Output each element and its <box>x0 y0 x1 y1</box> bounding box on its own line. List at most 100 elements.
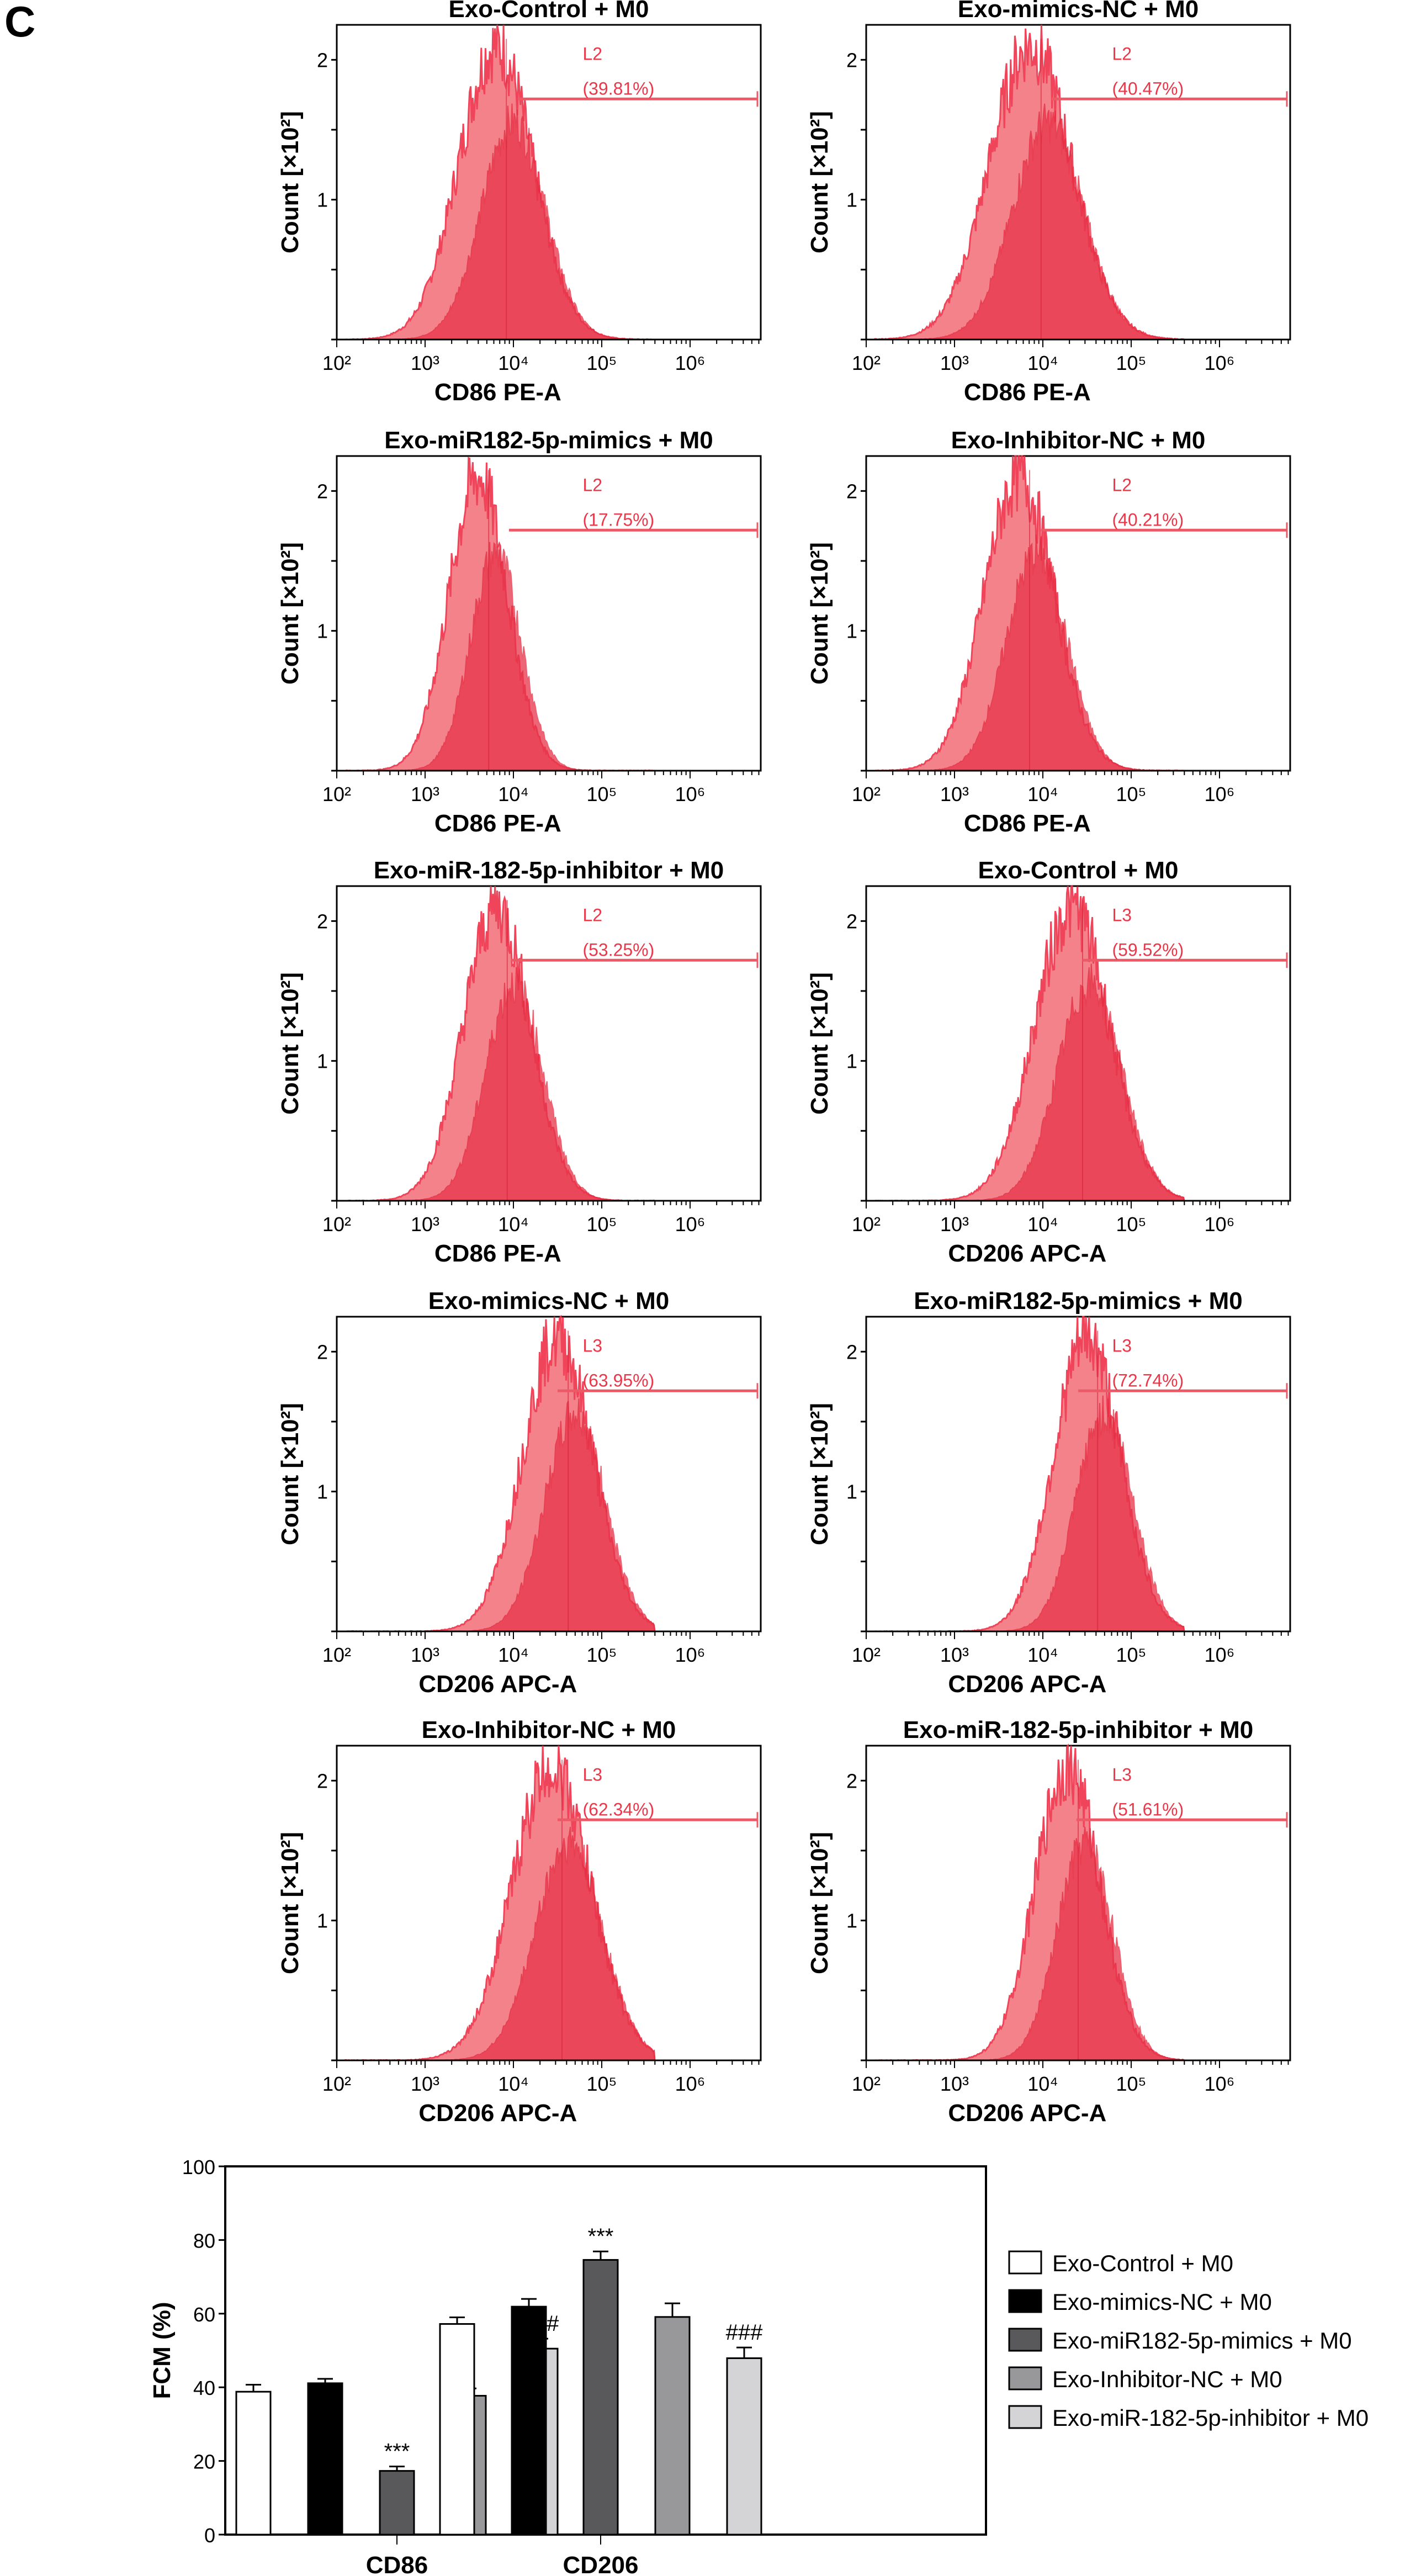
panel-letter: C <box>4 0 36 46</box>
x-tick-label: 10⁶ <box>675 1644 706 1666</box>
gate-label: L2 <box>582 475 602 495</box>
x-tick-label: 10⁴ <box>1027 352 1058 374</box>
y-tick-label: 80 <box>193 2229 215 2252</box>
y-tick-label: 1 <box>317 1050 328 1073</box>
y-axis-label: Count [×10²] <box>806 1832 833 1974</box>
x-tick-label: 10⁴ <box>498 1213 529 1236</box>
x-tick-label: 10⁴ <box>498 352 529 374</box>
x-tick-label: 10⁵ <box>1116 1644 1147 1666</box>
y-tick-label: 2 <box>317 1340 328 1363</box>
legend-swatch <box>1008 2289 1042 2313</box>
x-axis-label: CD206 APC-A <box>948 1240 1106 1267</box>
y-axis-label: Count [×10²] <box>277 972 304 1115</box>
histogram-dark <box>874 103 1184 341</box>
x-tick-label: 10⁶ <box>675 352 706 374</box>
histogram-dark <box>346 542 655 772</box>
y-axis-label: Count [×10²] <box>806 542 833 685</box>
histogram-dark <box>345 967 655 1202</box>
x-axis-label: CD206 APC-A <box>948 2100 1106 2127</box>
gate-percentage: (62.34%) <box>582 1799 654 1819</box>
x-tick-label: 10⁵ <box>587 352 617 374</box>
gate-percentage: (17.75%) <box>582 510 654 529</box>
gate-percentage: (40.21%) <box>1112 510 1184 529</box>
x-tick-label: 10⁶ <box>1205 1644 1235 1666</box>
y-tick-label: 60 <box>193 2303 215 2326</box>
histogram-panel: Exo-miR-182-5p-inhibitor + M0 L3 (51.61%) 1… <box>806 1716 1291 2127</box>
y-tick-label: 1 <box>846 189 857 211</box>
legend-label: Exo-Control + M0 <box>1052 2250 1233 2276</box>
y-tick-label: 2 <box>846 910 857 932</box>
x-axis-label: CD86 PE-A <box>964 810 1091 837</box>
y-axis-label: Count [×10²] <box>806 1403 833 1545</box>
x-tick-label: 10³ <box>940 1213 969 1236</box>
x-tick-label: 10² <box>322 2073 351 2095</box>
y-tick-label: 1 <box>317 1481 328 1503</box>
x-tick-label: 10² <box>852 1644 881 1666</box>
gate-percentage: (53.25%) <box>582 940 654 960</box>
x-tick-label: 10³ <box>940 2073 969 2095</box>
y-axis-label: Count [×10²] <box>277 542 304 685</box>
gate-label: L2 <box>1112 44 1132 63</box>
x-tick-label: 10³ <box>411 2073 439 2095</box>
x-axis-label: CD86 PE-A <box>434 1240 561 1267</box>
histogram-title: Exo-miR-182-5p-inhibitor + M0 <box>903 1716 1253 1743</box>
x-tick-label: 10³ <box>411 1213 439 1236</box>
y-tick-label: 2 <box>317 910 328 932</box>
x-tick-label: 10⁵ <box>1116 2073 1147 2095</box>
x-tick-label: 10³ <box>411 783 439 805</box>
bar <box>654 2316 691 2536</box>
x-tick-label: 10⁵ <box>587 1213 617 1236</box>
x-tick-label: 10² <box>322 1644 351 1666</box>
y-tick-label: 2 <box>317 480 328 502</box>
x-tick-label: 10⁵ <box>1116 783 1147 805</box>
y-tick-label: 40 <box>193 2377 215 2399</box>
y-tick-label: 2 <box>317 1769 328 1792</box>
x-category-label: CD86 <box>366 2552 428 2576</box>
x-tick-label: 10⁴ <box>1027 2073 1058 2095</box>
x-tick-label: 10⁴ <box>498 783 529 805</box>
x-tick-label: 10² <box>322 783 351 805</box>
histogram-title: Exo-mimics-NC + M0 <box>958 0 1199 23</box>
legend-swatch <box>1008 2250 1042 2275</box>
y-tick-label: 1 <box>846 620 857 643</box>
x-tick-label: 10⁵ <box>587 1644 617 1666</box>
significance-label: ### <box>726 2320 763 2345</box>
x-tick-label: 10³ <box>411 352 439 374</box>
legend-label: Exo-mimics-NC + M0 <box>1052 2289 1272 2315</box>
gate-label: L3 <box>1112 1335 1132 1355</box>
gate-label: L2 <box>582 44 602 63</box>
gate-percentage: (40.47%) <box>1112 78 1184 98</box>
x-tick-label: 10⁴ <box>1027 1644 1058 1666</box>
x-axis-label: CD86 PE-A <box>434 810 561 837</box>
y-axis-label: Count [×10²] <box>806 972 833 1115</box>
legend-swatch <box>1008 2328 1042 2352</box>
legend-swatch <box>1008 2405 1042 2429</box>
histogram-light <box>874 1743 1187 2061</box>
y-tick-label: 1 <box>846 1050 857 1073</box>
histogram-panel: Exo-Control + M0 L2 (39.81%) 1 2 Count [×10²]… <box>277 0 762 406</box>
y-tick-label: 1 <box>317 189 328 211</box>
gate-label: L2 <box>582 905 602 925</box>
y-tick-label: 100 <box>182 2156 215 2179</box>
histogram-title: Exo-mimics-NC + M0 <box>428 1287 669 1314</box>
x-tick-label: 10⁶ <box>1205 352 1235 374</box>
x-tick-label: 10⁵ <box>1116 1213 1147 1236</box>
x-tick-label: 10⁴ <box>498 1644 529 1666</box>
gate-percentage: (72.74%) <box>1112 1370 1184 1390</box>
histogram-grid: Exo-Control + M0 L2 (39.81%) 1 2 Count [×10²]… <box>277 0 1291 2127</box>
x-axis-label: CD206 APC-A <box>948 1671 1106 1698</box>
y-tick-label: 2 <box>317 49 328 71</box>
gate-label: L3 <box>582 1764 602 1784</box>
histogram-panel: Exo-Inhibitor-NC + M0 L3 (62.34%) 1 2 Count [… <box>277 1716 762 2127</box>
gate-label: L3 <box>1112 1764 1132 1784</box>
x-tick-label: 10⁵ <box>587 2073 617 2095</box>
histogram-panel: Exo-mimics-NC + M0 L2 (40.47%) 1 2 Count [×10… <box>806 0 1291 406</box>
legend-label: Exo-miR-182-5p-inhibitor + M0 <box>1052 2405 1369 2431</box>
x-tick-label: 10⁶ <box>675 1213 706 1236</box>
y-tick-label: 0 <box>204 2524 215 2547</box>
y-tick-label: 2 <box>846 49 857 71</box>
x-tick-label: 10⁶ <box>1205 2073 1235 2095</box>
x-tick-label: 10² <box>322 1213 351 1236</box>
histogram-title: Exo-miR182-5p-mimics + M0 <box>384 427 713 454</box>
histogram-title: Exo-Control + M0 <box>448 0 649 23</box>
